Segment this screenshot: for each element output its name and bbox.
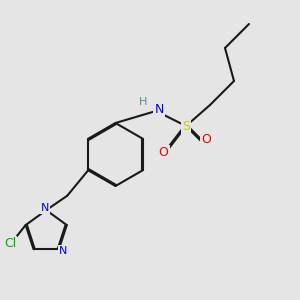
Text: N: N — [40, 203, 49, 213]
Text: N: N — [59, 246, 68, 256]
Text: S: S — [182, 119, 190, 133]
Text: O: O — [201, 133, 211, 146]
Text: Cl: Cl — [4, 237, 16, 250]
Text: N: N — [154, 103, 164, 116]
Text: H: H — [139, 97, 148, 107]
Text: O: O — [159, 146, 168, 160]
